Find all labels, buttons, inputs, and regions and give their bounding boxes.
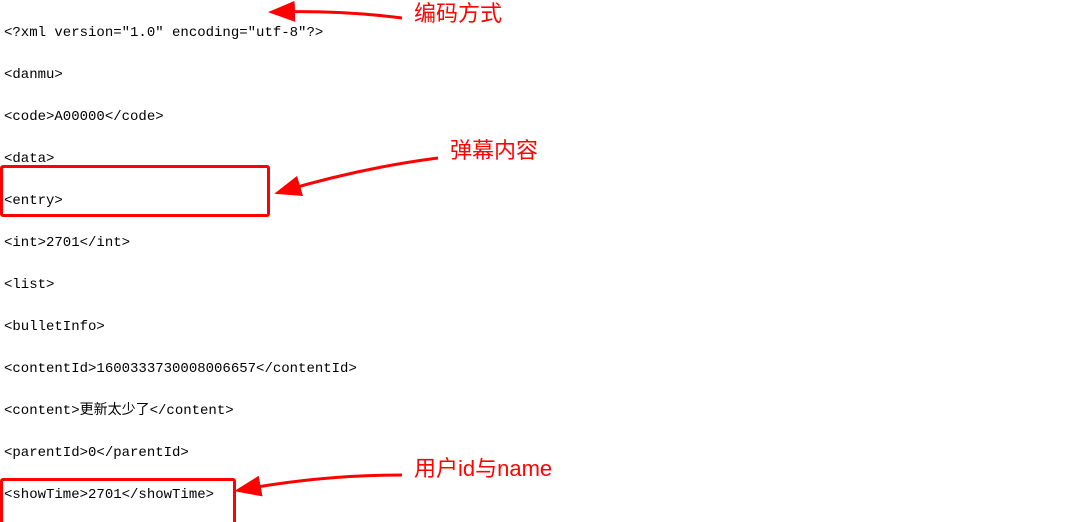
xml-declaration: <?xml version="1.0" encoding="utf-8"?> (4, 23, 1076, 44)
parentid-tag: <parentId>0</parentId> (4, 443, 1076, 464)
danmu-open-tag: <danmu> (4, 65, 1076, 86)
entry-open-tag: <entry> (4, 191, 1076, 212)
code-tag: <code>A00000</code> (4, 107, 1076, 128)
content-tag: <content>更新太少了</content> (4, 401, 1076, 422)
bulletinfo-open-tag: <bulletInfo> (4, 317, 1076, 338)
data-open-tag: <data> (4, 149, 1076, 170)
contentid-tag: <contentId>1600333730008006657</contentI… (4, 359, 1076, 380)
list-open-tag: <list> (4, 275, 1076, 296)
xml-code-block: <?xml version="1.0" encoding="utf-8"?> <… (0, 0, 1080, 522)
showtime-tag: <showTime>2701</showTime> (4, 485, 1076, 506)
uid-censor-block (62, 507, 96, 522)
int-tag: <int>2701</int> (4, 233, 1076, 254)
